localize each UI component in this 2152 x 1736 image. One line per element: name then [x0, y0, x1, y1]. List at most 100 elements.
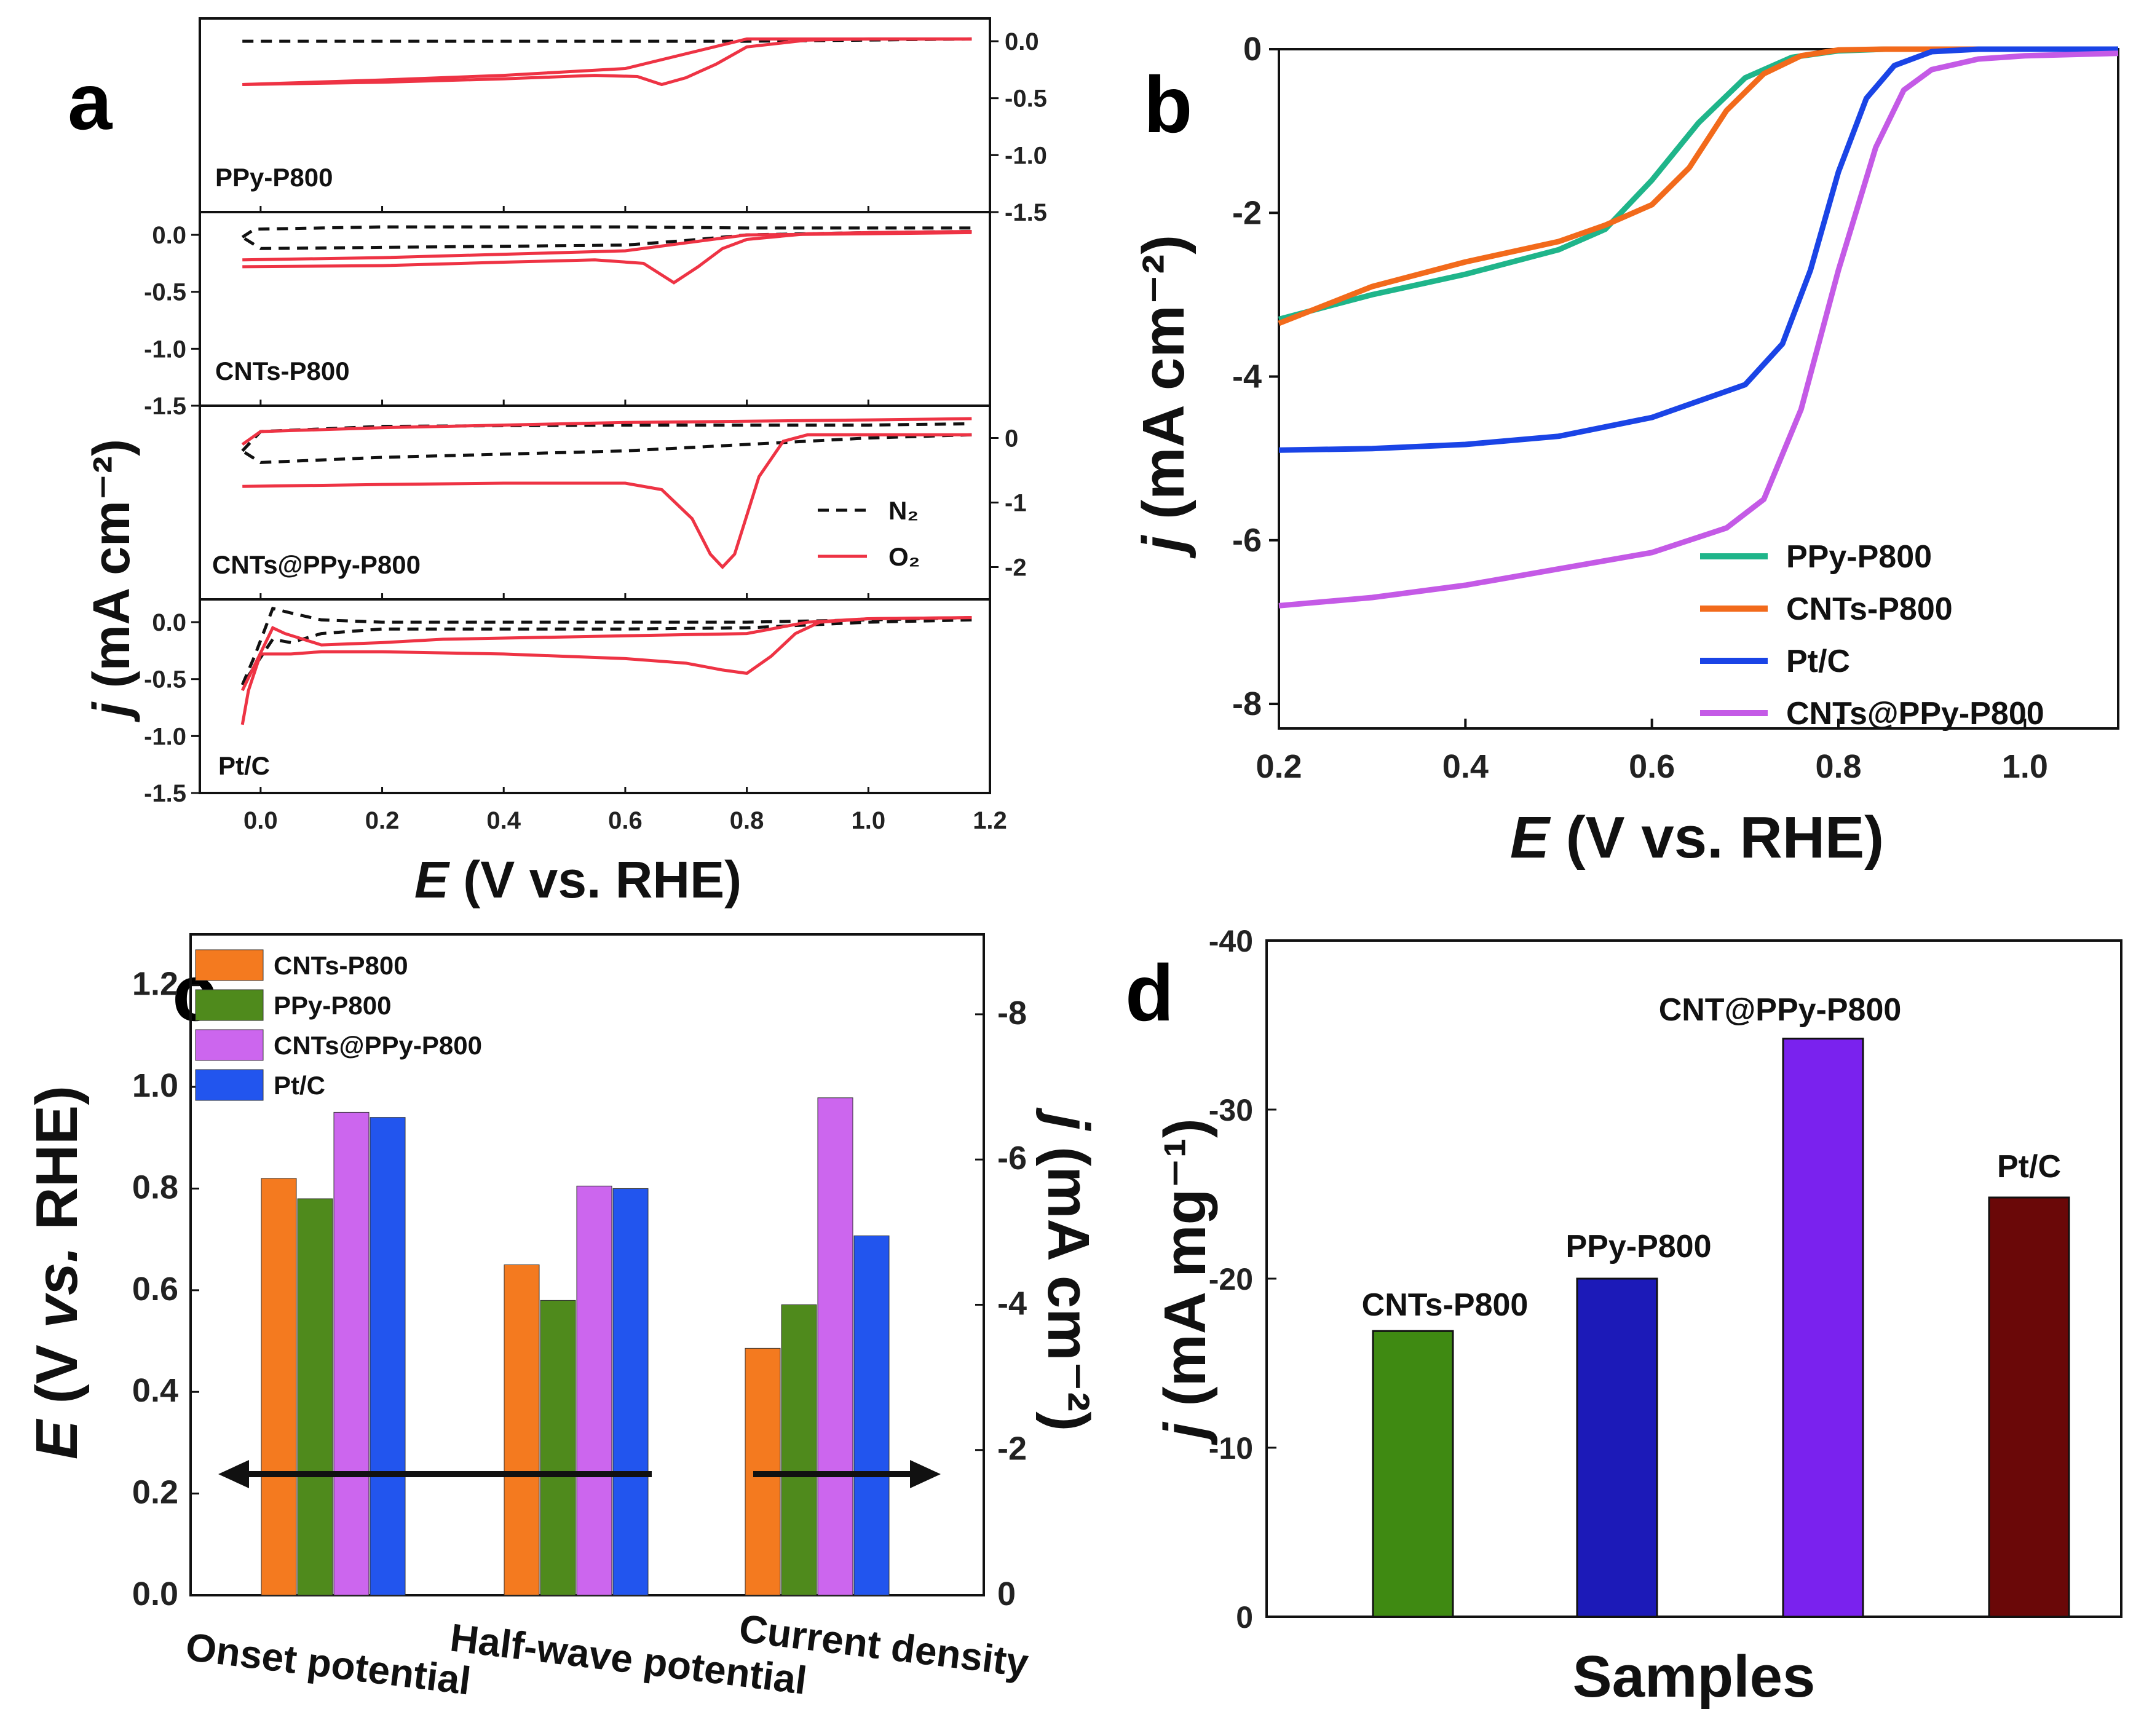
- panel-a-xlabel: E (V vs. RHE): [414, 851, 742, 909]
- bar-Pt/C-1: [612, 1188, 649, 1596]
- bar-Pt/C: [1988, 1196, 2070, 1618]
- subplot-sample-label: Pt/C: [218, 751, 270, 780]
- bar-PPy-P800: [1576, 1277, 1658, 1618]
- subplot-ytick-label: 0.0: [152, 222, 186, 249]
- panel-c-ytick-left-label: 0.8: [132, 1169, 178, 1205]
- legend-text-Pt/C: Pt/C: [1786, 644, 1850, 679]
- subplot-ytick-label: -1.0: [1005, 142, 1047, 169]
- subplot-ytick-label: -1.5: [144, 393, 186, 420]
- panel-a: a 0.0 -0.5 -1.0 -1.5 PPy-P800 0.0 -0.5 -1.0 -1.5…: [68, 17, 1047, 909]
- panel-d-ytick-label: -30: [1209, 1093, 1253, 1127]
- subplot-ytick-label: -1: [1005, 490, 1027, 517]
- subplot-ytick-label: 0: [1005, 425, 1018, 452]
- panel-d: d 0 -10 -20 -30 -40 CNTs-P800 PPy-P800 CNT@PPy-…: [1125, 924, 2122, 1710]
- panel-b-xlabel: E (V vs. RHE): [1510, 805, 1884, 870]
- panel-b-xtick-label: 0.4: [1442, 748, 1489, 785]
- subplot-ytick-label: -0.5: [1005, 85, 1047, 112]
- bar-CNTs@PPy-P800-2: [817, 1097, 853, 1596]
- panel-c-ytick-right-label: -4: [997, 1285, 1027, 1322]
- panel-c-ytick-left-label: 0.2: [132, 1474, 178, 1511]
- right-arrow-head: [910, 1460, 941, 1488]
- legend-n2-text: N₂: [888, 496, 919, 525]
- panel-b-ytick-label: 0: [1243, 31, 1262, 68]
- subplot-ytick-label: 0.0: [1005, 28, 1039, 55]
- subplot-ytick-label: -2: [1005, 554, 1027, 582]
- bar-CNTs@PPy-P800-1: [576, 1185, 612, 1596]
- o2-curve-Pt/C: [240, 616, 972, 725]
- bar-PPy-P800-1: [540, 1300, 576, 1596]
- panel-b-legend: PPy-P800 CNTs-P800 Pt/C CNTs@PPy-P800: [1700, 539, 2044, 732]
- bar-CNTs-P800-1: [504, 1265, 540, 1596]
- panel-c-ytick-left-label: 0.6: [132, 1271, 178, 1308]
- panel-d-ytick-label: -40: [1209, 924, 1253, 958]
- panel-c-ytick-right-label: -8: [997, 995, 1027, 1032]
- legend-swatch-PPy-P800: [195, 989, 264, 1021]
- subplot-frame-3: [199, 598, 991, 794]
- subplot-ytick-label: -0.5: [144, 666, 186, 693]
- n2-curve-PPy-P800: [242, 37, 972, 43]
- legend-text-CNTs-P800: CNTs-P800: [274, 951, 408, 980]
- bar-CNTs-P800-0: [261, 1178, 297, 1596]
- panel-d-label: d: [1125, 948, 1174, 1038]
- subplot-ytick-label: -0.5: [144, 279, 186, 306]
- panel-c-ytick-left-label: 1.0: [132, 1067, 178, 1104]
- panel-c-ytick-left-label: 1.2: [132, 966, 178, 1003]
- panel-d-ytick-label: 0: [1236, 1600, 1253, 1635]
- subplot-sample-label: CNTs-P800: [215, 357, 350, 385]
- panel-c-category-label: Onset potential: [183, 1624, 473, 1703]
- panel-a-label: a: [68, 57, 113, 146]
- legend-text-Pt/C: Pt/C: [274, 1071, 325, 1100]
- legend-o2-text: O₂: [888, 542, 920, 571]
- panel-c-ytick-right-label: 0: [997, 1576, 1016, 1612]
- panel-c-legend: CNTs-P800 PPy-P800 CNTs@PPy-P800 Pt/C: [195, 949, 482, 1101]
- panel-b-ytick-label: -8: [1232, 685, 1262, 722]
- bar-label-CNT@PPy-P800: CNT@PPy-P800: [1659, 992, 1902, 1028]
- panel-c-ytick-right-label: -6: [997, 1140, 1027, 1177]
- legend-text-CNTs@PPy-P800: CNTs@PPy-P800: [274, 1031, 482, 1060]
- panel-b-label: b: [1144, 60, 1192, 149]
- ldv-curve-CNTs-P800: [1278, 46, 2118, 326]
- o2-curve-PPy-P800: [242, 37, 972, 86]
- legend-text-CNTs-P800: CNTs-P800: [1786, 591, 1953, 627]
- panel-c-ylabel-left: E (V vs. RHE): [24, 1086, 90, 1459]
- legend-swatch-CNTs@PPy-P800: [195, 1029, 264, 1061]
- panel-d-ylabel: j (mA mg⁻¹): [1152, 1118, 1218, 1446]
- panel-c-arrows: [218, 1460, 941, 1488]
- legend-text-PPy-P800: PPy-P800: [1786, 539, 1932, 575]
- panel-b-xtick-label: 1.0: [2002, 748, 2048, 785]
- panel-b-frame: [1278, 48, 2119, 730]
- bar-CNT@PPy-P800: [1782, 1038, 1864, 1618]
- panel-a-xtick-label: 0.4: [486, 807, 521, 834]
- ldv-curve-Pt/C: [1278, 46, 2118, 453]
- panel-b-xtick-label: 0.8: [1815, 748, 1861, 785]
- subplot-ytick-label: -1.5: [144, 780, 186, 807]
- panel-d-xlabel: Samples: [1573, 1644, 1816, 1710]
- bar-CNTs@PPy-P800-0: [333, 1111, 370, 1596]
- panel-a-xtick-label: 0.8: [730, 807, 764, 834]
- panel-c-ytick-left-label: 0.4: [132, 1372, 178, 1409]
- o2-curve-CNTs@PPy-P800: [241, 417, 972, 446]
- subplot-ytick-label: -1.5: [1005, 199, 1047, 226]
- left-arrow-head: [218, 1460, 249, 1488]
- panel-a-xtick-label: 1.0: [852, 807, 886, 834]
- panel-c-ylabel-right: j (mA cm⁻²): [1035, 1107, 1101, 1431]
- o2-curve-CNTs-P800: [242, 231, 972, 262]
- panel-d-ytick-label: -10: [1209, 1431, 1253, 1466]
- panel-b-ytick-label: -6: [1232, 522, 1262, 559]
- n2-curve-CNTs@PPy-P800: [241, 422, 972, 452]
- panel-c-ytick-right-label: -2: [997, 1430, 1027, 1467]
- subplot-ytick-label: -1.0: [144, 723, 186, 750]
- bar-Pt/C-0: [370, 1117, 406, 1596]
- bar-Pt/C-2: [853, 1235, 890, 1596]
- panel-a-legend: N₂ O₂: [818, 496, 920, 571]
- n2-curve-CNTs-P800: [241, 230, 972, 250]
- bar-PPy-P800-2: [781, 1304, 817, 1596]
- bar-CNTs-P800: [1372, 1330, 1454, 1618]
- ldv-curve-CNTs@PPy-P800: [1278, 50, 2119, 609]
- subplot-sample-label: PPy-P800: [215, 163, 333, 192]
- panel-b: b 0.2 0.4 0.6 0.8 1.0 0 -2 -4 -6 -8 j (mA cm⁻²) E…: [1131, 31, 2119, 870]
- subplot-sample-label: CNTs@PPy-P800: [212, 550, 421, 579]
- panel-b-xtick-label: 0.6: [1629, 748, 1675, 785]
- panel-d-ytick-label: -20: [1209, 1262, 1253, 1296]
